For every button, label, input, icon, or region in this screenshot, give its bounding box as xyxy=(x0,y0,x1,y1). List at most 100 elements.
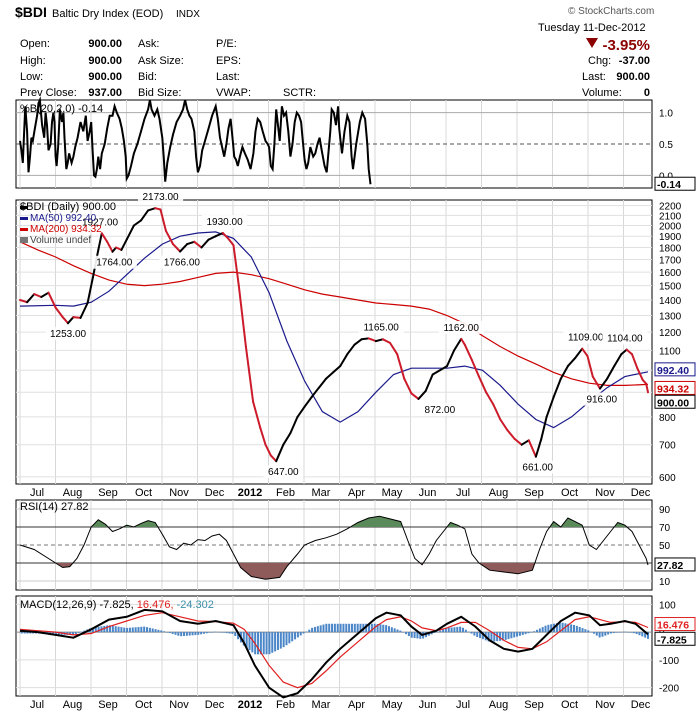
price-annotation-bg xyxy=(201,214,248,228)
x-axis-month-label: Sep xyxy=(524,487,544,499)
x-axis-month-label: Oct xyxy=(561,487,578,499)
x-axis-month-label-bottom: Aug xyxy=(63,699,83,711)
macd-histogram-bar xyxy=(325,623,328,633)
rsi-tick-label: 10 xyxy=(659,577,671,588)
x-axis-month-label-bottom: Oct xyxy=(561,699,578,711)
macd-histogram-bar xyxy=(487,632,490,642)
quote-prevclose-value: 937.00 xyxy=(88,87,122,99)
x-axis-month-label-bottom: Apr xyxy=(348,699,365,711)
price-segment xyxy=(446,349,456,368)
price-segment xyxy=(599,377,609,390)
price-segment xyxy=(47,291,57,309)
price-segment xyxy=(353,338,363,346)
macd-histogram-bar xyxy=(214,631,217,633)
price-segment xyxy=(606,365,616,380)
price-segment xyxy=(574,347,584,360)
macd-histogram-bar xyxy=(419,632,422,639)
macd-histogram-bar xyxy=(228,632,231,634)
macd-histogram-bar xyxy=(538,628,541,633)
macd-histogram-bar xyxy=(106,625,109,633)
price-annotation-bg xyxy=(602,331,648,345)
price-segment xyxy=(303,395,313,408)
macd-histogram-bar xyxy=(578,626,581,633)
macd-histogram-bar xyxy=(333,623,336,633)
price-segment xyxy=(67,316,75,325)
x-axis-month-label-bottom: May xyxy=(382,699,403,711)
macd-histogram-bar xyxy=(598,632,601,638)
macd-histogram-bar xyxy=(518,632,521,636)
price-segment xyxy=(410,392,420,400)
x-axis-month-label-bottom: Jul xyxy=(456,699,470,711)
price-segment xyxy=(389,341,399,356)
x-axis-month-label: Jul xyxy=(456,487,470,499)
macd-histogram-bar xyxy=(72,632,75,635)
macd-histogram-bar xyxy=(416,632,419,639)
macd-histogram-bar xyxy=(302,632,305,634)
macd-histogram-bar xyxy=(624,631,627,633)
quote-high-value: 900.00 xyxy=(88,55,122,67)
macd-histogram-bar xyxy=(405,632,408,635)
macd-histogram-bar xyxy=(234,632,237,637)
x-axis-month-label-bottom: Nov xyxy=(169,699,189,711)
ma50-last-label: 992.40 xyxy=(657,365,689,377)
macd-histogram-bar xyxy=(205,632,208,634)
macd-legend-part: -24.302 xyxy=(177,599,214,611)
x-axis-month-label: 2012 xyxy=(238,487,262,499)
macd-histogram-bar xyxy=(222,632,225,633)
macd-histogram-bar xyxy=(257,632,260,655)
macd-histogram-bar xyxy=(530,632,533,633)
macd-histogram-bar xyxy=(558,622,561,633)
price-last-label-box xyxy=(654,394,696,409)
macd-histogram-bar xyxy=(97,626,100,633)
price-segment xyxy=(106,240,114,253)
price-annotation-bg xyxy=(77,215,123,229)
macd-histogram-bar xyxy=(291,632,294,642)
macd-histogram-bar xyxy=(242,632,245,646)
price-tick-label: 2100 xyxy=(659,211,682,222)
macd-histogram-bar xyxy=(570,624,573,633)
quote-pe-label: P/E: xyxy=(216,38,237,50)
macd-histogram-bar xyxy=(353,623,356,633)
price-annotation-label: 916.00 xyxy=(586,395,617,406)
macd-histogram-bar xyxy=(590,631,593,633)
price-segment xyxy=(485,391,495,406)
price-segment xyxy=(613,353,623,368)
quote-open-value: 900.00 xyxy=(88,38,122,50)
quote-prevclose-label: Prev Close: xyxy=(20,87,77,99)
macd-histogram-bar xyxy=(26,632,29,634)
legend-swatch-price xyxy=(20,206,28,209)
price-segment xyxy=(200,238,210,249)
exchange-label: INDX xyxy=(176,9,200,20)
macd-histogram-bar xyxy=(555,623,558,633)
price-tick-label: 600 xyxy=(659,473,676,484)
price-segment xyxy=(367,337,377,343)
price-segment xyxy=(453,337,463,352)
macd-histogram-bar xyxy=(521,632,524,635)
price-tick-label: 1300 xyxy=(659,311,682,322)
rsi-tick-label: 70 xyxy=(659,523,671,534)
price-segment xyxy=(244,345,255,403)
price-annotation-bg xyxy=(517,460,558,474)
x-axis-month-label-bottom: Jul xyxy=(30,699,44,711)
price-segment xyxy=(636,367,644,381)
macd-histogram-bar xyxy=(111,625,114,633)
x-axis-month-label: Feb xyxy=(276,487,295,499)
macd-histogram-bar xyxy=(165,632,168,633)
price-segment xyxy=(492,403,502,421)
x-axis-month-label: Jun xyxy=(419,487,437,499)
macd-histogram-bar xyxy=(348,623,351,633)
price-legend-volume: Volume undef xyxy=(30,235,91,246)
macd-histogram-bar xyxy=(282,632,285,648)
price-segment xyxy=(86,276,94,304)
down-arrow-icon xyxy=(586,38,598,48)
price-segment xyxy=(506,429,516,440)
x-axis-month-label: Dec xyxy=(205,487,225,499)
price-segment xyxy=(33,293,43,298)
price-segment xyxy=(125,224,135,241)
macd-panel xyxy=(15,595,653,697)
price-annotation-label: 1104.00 xyxy=(607,334,643,345)
macd-histogram-bar xyxy=(57,632,60,635)
macd-histogram-bar xyxy=(288,632,291,644)
price-segment xyxy=(620,348,628,356)
macd-histogram-bar xyxy=(23,632,26,634)
